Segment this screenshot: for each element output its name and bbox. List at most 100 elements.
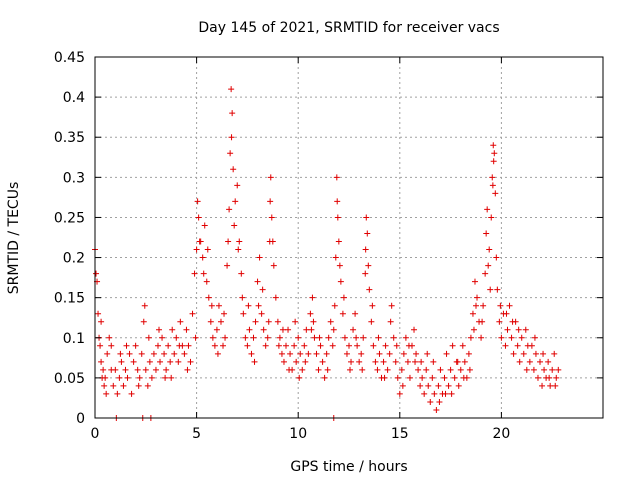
data-point <box>430 358 437 365</box>
data-point <box>348 358 355 365</box>
data-point <box>492 190 499 197</box>
data-point <box>374 366 381 373</box>
data-point <box>138 350 145 357</box>
data-point <box>274 318 281 325</box>
data-point <box>239 294 246 301</box>
data-point <box>514 342 521 349</box>
data-point <box>451 374 458 381</box>
data-point <box>412 358 419 365</box>
data-point <box>183 326 190 333</box>
data-point <box>177 318 184 325</box>
data-point <box>478 334 485 341</box>
data-point <box>222 334 229 341</box>
data-point <box>228 86 235 93</box>
data-point <box>508 334 515 341</box>
data-point <box>479 318 486 325</box>
data-point <box>485 262 492 269</box>
data-point <box>201 222 208 229</box>
x-tick-label: 20 <box>492 426 510 442</box>
data-point <box>250 334 257 341</box>
data-point <box>340 294 347 301</box>
data-point <box>331 302 338 309</box>
data-point <box>502 342 509 349</box>
data-point <box>211 342 218 349</box>
data-point <box>406 374 413 381</box>
data-point <box>165 342 172 349</box>
data-point <box>154 342 161 349</box>
data-point <box>285 326 292 333</box>
data-point <box>370 342 377 349</box>
data-point <box>205 294 212 301</box>
data-point <box>534 374 541 381</box>
data-point <box>292 318 299 325</box>
data-point <box>264 334 271 341</box>
data-point <box>200 270 207 277</box>
data-point <box>362 270 369 277</box>
data-point <box>268 214 275 221</box>
data-point <box>415 366 422 373</box>
data-point <box>317 342 324 349</box>
y-tick-label: 0.2 <box>63 251 85 267</box>
data-point <box>380 358 387 365</box>
data-point <box>490 142 497 149</box>
data-point <box>448 390 455 397</box>
data-point <box>347 366 354 373</box>
data-point <box>421 390 428 397</box>
data-point <box>515 326 522 333</box>
data-point <box>184 366 191 373</box>
data-point <box>181 350 188 357</box>
data-point <box>339 310 346 317</box>
data-points <box>92 86 562 421</box>
data-point <box>152 366 159 373</box>
data-point <box>267 174 274 181</box>
data-point <box>293 358 300 365</box>
data-point <box>488 214 495 221</box>
data-point <box>114 390 121 397</box>
data-point <box>283 342 290 349</box>
data-point <box>128 390 135 397</box>
data-point <box>552 382 559 389</box>
x-axis-title: GPS time / hours <box>290 459 407 475</box>
data-point <box>258 310 265 317</box>
data-point <box>390 334 397 341</box>
data-point <box>141 302 148 309</box>
data-point <box>167 358 174 365</box>
data-point <box>325 334 332 341</box>
data-point <box>392 358 399 365</box>
data-point <box>231 222 238 229</box>
data-point <box>251 358 258 365</box>
data-point <box>402 334 409 341</box>
data-point <box>483 230 490 237</box>
data-point <box>209 334 216 341</box>
data-point <box>220 342 227 349</box>
data-point <box>161 350 168 357</box>
data-point <box>493 254 500 261</box>
data-point <box>443 350 450 357</box>
data-point <box>360 334 367 341</box>
data-point <box>189 310 196 317</box>
data-point <box>135 382 142 389</box>
data-point <box>396 390 403 397</box>
data-point <box>387 318 394 325</box>
data-point <box>520 350 527 357</box>
x-tick-label: 15 <box>391 426 409 442</box>
data-point <box>324 366 331 373</box>
data-point <box>539 382 546 389</box>
data-point <box>93 270 100 277</box>
data-point <box>275 342 282 349</box>
data-point <box>437 366 444 373</box>
data-point <box>429 374 436 381</box>
data-point <box>126 350 133 357</box>
data-point <box>546 374 553 381</box>
data-point <box>145 334 152 341</box>
data-point <box>110 382 117 389</box>
data-point <box>551 350 558 357</box>
data-point <box>102 374 109 381</box>
data-point <box>287 350 294 357</box>
data-point <box>173 334 180 341</box>
data-point <box>528 342 535 349</box>
data-point <box>323 350 330 357</box>
data-point <box>457 366 464 373</box>
data-point <box>484 206 491 213</box>
